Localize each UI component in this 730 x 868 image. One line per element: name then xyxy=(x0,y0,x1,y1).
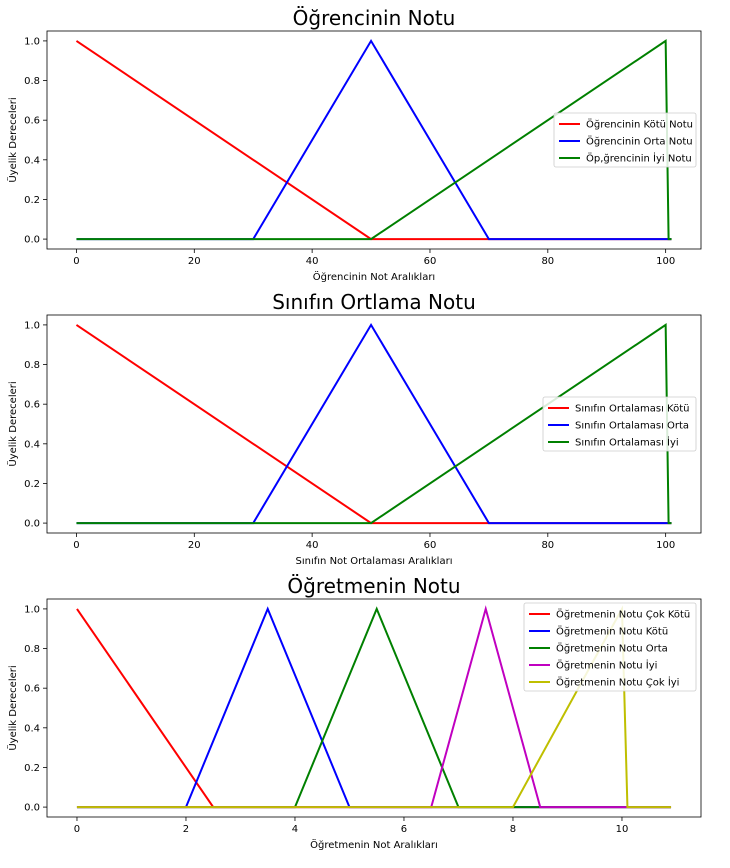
legend-label: Öğretmenin Notu Çok İyi xyxy=(556,676,679,689)
x-tick-label: 0 xyxy=(73,540,79,551)
x-axis-label: Öğrencinin Not Aralıkları xyxy=(313,270,435,283)
y-axis-label: Üyelik Dereceleri xyxy=(6,97,19,182)
chart-panel-3: Öğretmenin Notu 0 2 4 6 8 10 0.0 0.2 0.4 0.6 0.8 1.0… xyxy=(6,574,702,851)
y-tick-label: 0.0 xyxy=(24,803,40,814)
x-tick-label: 60 xyxy=(424,540,437,551)
series-line-3 xyxy=(76,323,672,525)
legend-label: Öğretmenin Notu Kötü xyxy=(556,625,668,638)
y-tick-label: 1.0 xyxy=(24,604,40,615)
plot-frame xyxy=(46,30,702,250)
y-tick-label: 0.4 xyxy=(24,439,40,450)
y-tick-label: 0.2 xyxy=(24,195,40,206)
x-axis-label: Sınıfın Not Ortalaması Aralıkları xyxy=(296,556,453,567)
x-tick-label: 6 xyxy=(401,824,407,835)
x-axis-label: Öğretmenin Not Aralıkları xyxy=(310,838,438,851)
legend-label: Sınıfın Ortalaması İyi xyxy=(575,436,679,449)
legend: Öğrencinin Kötü Notu Öğrencinin Orta Notu… xyxy=(553,112,697,168)
x-tick-label: 4 xyxy=(292,824,298,835)
legend-label: Sınıfın Ortalaması Kötü xyxy=(575,404,689,415)
legend-label: Sınıfın Ortalaması Orta xyxy=(575,421,689,432)
legend-box xyxy=(523,602,697,692)
series-line-3 xyxy=(76,39,672,241)
x-tick-label: 8 xyxy=(510,824,516,835)
chart-title: Öğretmenin Notu xyxy=(287,574,460,598)
chart-panel-2: Sınıfın Ortlama Notu 0 20 40 60 80 100 0.0 0.2 0.… xyxy=(6,290,702,567)
x-tick-label: 60 xyxy=(424,256,437,267)
y-tick-label: 0.0 xyxy=(24,519,40,530)
y-tick-label: 0.6 xyxy=(24,400,40,411)
x-tick-label: 10 xyxy=(616,824,629,835)
legend: Sınıfın Ortalaması Kötü Sınıfın Ortalamas… xyxy=(542,396,697,452)
y-tick-label: 0.6 xyxy=(24,116,40,127)
x-tick-label: 100 xyxy=(656,540,675,551)
y-tick-label: 1.0 xyxy=(24,36,40,47)
legend-label: Öğrencinin Orta Notu xyxy=(586,135,693,148)
x-tick-label: 0 xyxy=(73,256,79,267)
x-tick-label: 80 xyxy=(541,540,554,551)
y-tick-label: 0.6 xyxy=(24,684,40,695)
legend-box xyxy=(542,396,697,452)
y-tick-label: 0.0 xyxy=(24,235,40,246)
x-tick-label: 100 xyxy=(656,256,675,267)
x-tick-label: 80 xyxy=(541,256,554,267)
y-tick-label: 0.4 xyxy=(24,723,40,734)
y-tick-label: 1.0 xyxy=(24,320,40,331)
y-axis-label: Üyelik Dereceleri xyxy=(6,381,19,466)
plot-frame xyxy=(46,314,702,534)
x-tick-label: 0 xyxy=(74,824,80,835)
y-tick-label: 0.8 xyxy=(24,76,40,87)
x-tick-label: 40 xyxy=(306,540,319,551)
y-tick-label: 0.2 xyxy=(24,763,40,774)
chart-panel-1: Öğrencinin Notu 0 20 40 60 80 100 0.0 0.2 0.4 0.6 0… xyxy=(6,6,702,283)
y-tick-label: 0.4 xyxy=(24,155,40,166)
x-tick-label: 20 xyxy=(188,256,201,267)
y-axis-label: Üyelik Dereceleri xyxy=(6,665,19,750)
x-tick-label: 2 xyxy=(183,824,189,835)
y-tick-label: 0.8 xyxy=(24,644,40,655)
x-tick-label: 20 xyxy=(188,540,201,551)
y-tick-label: 0.2 xyxy=(24,479,40,490)
legend-label: Öğretmenin Notu Çok Kötü xyxy=(556,608,690,621)
legend-label: Öp,ğrencinin İyi Notu xyxy=(586,152,692,165)
legend-label: Öğretmenin Notu Orta xyxy=(556,642,668,655)
legend-label: Öğretmenin Notu İyi xyxy=(556,659,657,672)
x-tick-label: 40 xyxy=(306,256,319,267)
legend-box xyxy=(553,112,697,168)
legend-label: Öğrencinin Kötü Notu xyxy=(586,118,693,131)
legend: Öğretmenin Notu Çok Kötü Öğretmenin Notu … xyxy=(523,602,697,692)
plot-frame xyxy=(46,598,702,818)
chart-title: Öğrencinin Notu xyxy=(293,6,456,30)
chart-title: Sınıfın Ortlama Notu xyxy=(272,290,476,314)
y-tick-label: 0.8 xyxy=(24,360,40,371)
